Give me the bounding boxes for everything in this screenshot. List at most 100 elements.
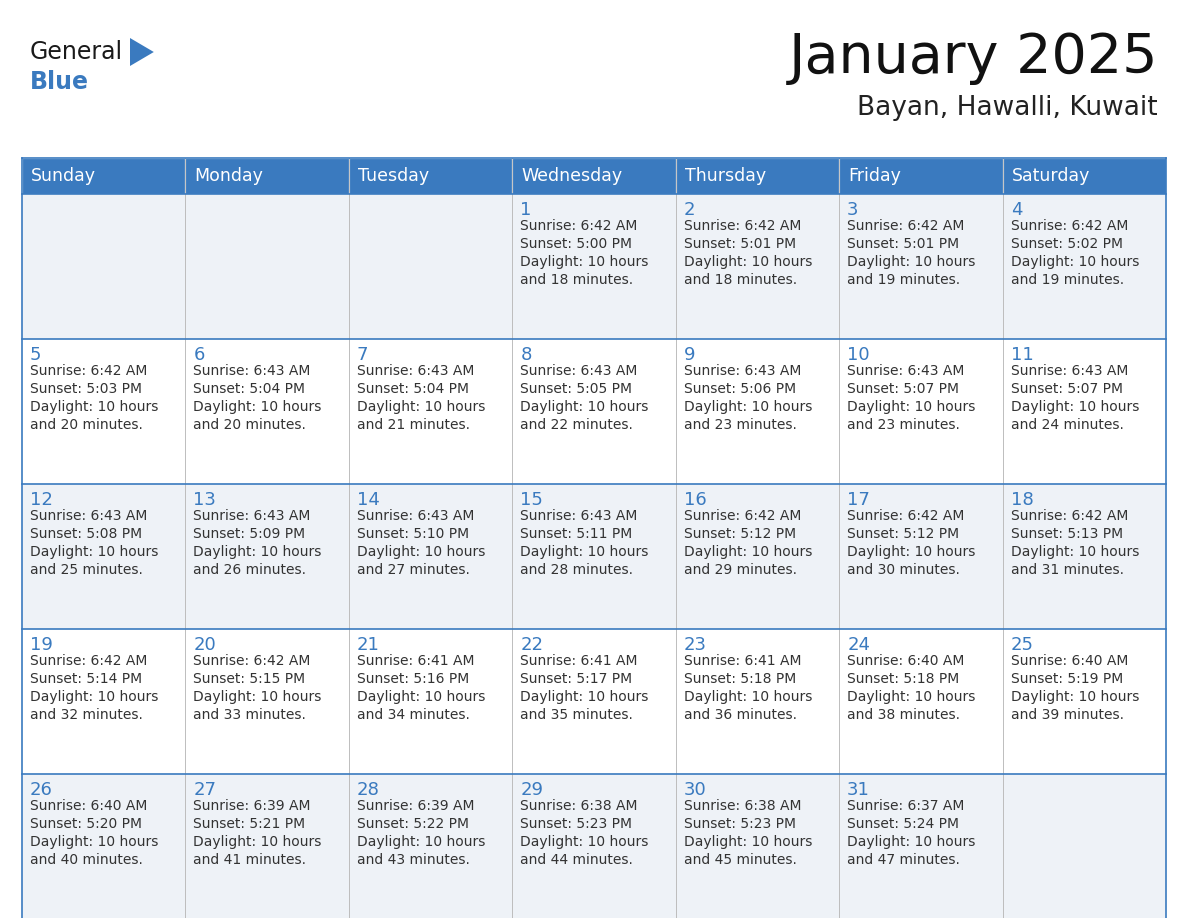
Text: and 40 minutes.: and 40 minutes. [30, 853, 143, 867]
Text: and 20 minutes.: and 20 minutes. [194, 418, 307, 432]
Text: and 45 minutes.: and 45 minutes. [684, 853, 797, 867]
Text: Sunrise: 6:42 AM: Sunrise: 6:42 AM [1011, 509, 1127, 523]
Text: 19: 19 [30, 636, 53, 654]
Text: Sunrise: 6:43 AM: Sunrise: 6:43 AM [1011, 364, 1127, 378]
Text: 28: 28 [356, 781, 380, 799]
Text: Sunrise: 6:42 AM: Sunrise: 6:42 AM [30, 364, 147, 378]
Text: Sunset: 5:20 PM: Sunset: 5:20 PM [30, 817, 143, 831]
Text: Sunday: Sunday [31, 167, 96, 185]
Text: and 19 minutes.: and 19 minutes. [1011, 273, 1124, 287]
Text: 29: 29 [520, 781, 543, 799]
Bar [185, 158, 349, 194]
Text: 5: 5 [30, 346, 42, 364]
Text: Daylight: 10 hours: Daylight: 10 hours [356, 545, 485, 559]
Bar [676, 158, 839, 194]
Text: and 27 minutes.: and 27 minutes. [356, 563, 469, 577]
Text: Sunrise: 6:43 AM: Sunrise: 6:43 AM [194, 509, 311, 523]
Text: General: General [30, 40, 124, 64]
Text: 3: 3 [847, 201, 859, 219]
Text: and 32 minutes.: and 32 minutes. [30, 708, 143, 722]
Text: Sunset: 5:04 PM: Sunset: 5:04 PM [194, 382, 305, 396]
Text: Sunset: 5:07 PM: Sunset: 5:07 PM [1011, 382, 1123, 396]
Text: Tuesday: Tuesday [358, 167, 429, 185]
Text: Sunrise: 6:39 AM: Sunrise: 6:39 AM [194, 799, 311, 813]
Text: and 19 minutes.: and 19 minutes. [847, 273, 960, 287]
Text: and 36 minutes.: and 36 minutes. [684, 708, 797, 722]
Text: Sunset: 5:05 PM: Sunset: 5:05 PM [520, 382, 632, 396]
Text: Sunset: 5:18 PM: Sunset: 5:18 PM [684, 672, 796, 686]
Text: Daylight: 10 hours: Daylight: 10 hours [30, 835, 158, 849]
Text: Daylight: 10 hours: Daylight: 10 hours [684, 255, 813, 269]
Text: Daylight: 10 hours: Daylight: 10 hours [847, 545, 975, 559]
Text: Daylight: 10 hours: Daylight: 10 hours [30, 400, 158, 414]
Text: Daylight: 10 hours: Daylight: 10 hours [520, 690, 649, 704]
Text: Sunset: 5:02 PM: Sunset: 5:02 PM [1011, 237, 1123, 251]
Text: and 33 minutes.: and 33 minutes. [194, 708, 307, 722]
Text: Sunrise: 6:42 AM: Sunrise: 6:42 AM [30, 654, 147, 668]
Text: Sunrise: 6:41 AM: Sunrise: 6:41 AM [356, 654, 474, 668]
Text: Sunrise: 6:42 AM: Sunrise: 6:42 AM [520, 219, 638, 233]
Text: Monday: Monday [195, 167, 264, 185]
Text: and 31 minutes.: and 31 minutes. [1011, 563, 1124, 577]
Text: Daylight: 10 hours: Daylight: 10 hours [1011, 400, 1139, 414]
Text: and 41 minutes.: and 41 minutes. [194, 853, 307, 867]
Text: Sunrise: 6:43 AM: Sunrise: 6:43 AM [30, 509, 147, 523]
Text: 20: 20 [194, 636, 216, 654]
Text: Sunrise: 6:43 AM: Sunrise: 6:43 AM [356, 509, 474, 523]
Text: and 18 minutes.: and 18 minutes. [684, 273, 797, 287]
Text: Daylight: 10 hours: Daylight: 10 hours [194, 835, 322, 849]
Text: 18: 18 [1011, 491, 1034, 509]
Text: and 21 minutes.: and 21 minutes. [356, 418, 470, 432]
Text: Daylight: 10 hours: Daylight: 10 hours [30, 545, 158, 559]
Text: Daylight: 10 hours: Daylight: 10 hours [356, 400, 485, 414]
Text: 10: 10 [847, 346, 870, 364]
Text: Daylight: 10 hours: Daylight: 10 hours [684, 835, 813, 849]
Text: Daylight: 10 hours: Daylight: 10 hours [520, 545, 649, 559]
Bar [23, 339, 1165, 484]
Text: Sunset: 5:18 PM: Sunset: 5:18 PM [847, 672, 960, 686]
Text: Daylight: 10 hours: Daylight: 10 hours [847, 690, 975, 704]
Text: Sunset: 5:04 PM: Sunset: 5:04 PM [356, 382, 469, 396]
Text: Sunrise: 6:40 AM: Sunrise: 6:40 AM [1011, 654, 1127, 668]
Text: and 25 minutes.: and 25 minutes. [30, 563, 143, 577]
Text: Sunrise: 6:42 AM: Sunrise: 6:42 AM [847, 219, 965, 233]
Text: Daylight: 10 hours: Daylight: 10 hours [847, 835, 975, 849]
Text: 17: 17 [847, 491, 870, 509]
Text: 26: 26 [30, 781, 53, 799]
Text: Daylight: 10 hours: Daylight: 10 hours [1011, 690, 1139, 704]
Text: Sunset: 5:23 PM: Sunset: 5:23 PM [684, 817, 796, 831]
Text: and 23 minutes.: and 23 minutes. [684, 418, 797, 432]
Text: and 38 minutes.: and 38 minutes. [847, 708, 960, 722]
Text: 24: 24 [847, 636, 870, 654]
Text: Sunrise: 6:40 AM: Sunrise: 6:40 AM [30, 799, 147, 813]
Text: and 22 minutes.: and 22 minutes. [520, 418, 633, 432]
Text: Daylight: 10 hours: Daylight: 10 hours [684, 690, 813, 704]
Text: 23: 23 [684, 636, 707, 654]
Text: Sunset: 5:08 PM: Sunset: 5:08 PM [30, 527, 143, 541]
Text: and 34 minutes.: and 34 minutes. [356, 708, 469, 722]
Text: Sunset: 5:13 PM: Sunset: 5:13 PM [1011, 527, 1123, 541]
Text: Sunrise: 6:42 AM: Sunrise: 6:42 AM [194, 654, 311, 668]
Bar [1003, 158, 1165, 194]
Text: January 2025: January 2025 [789, 31, 1158, 85]
Text: Sunset: 5:22 PM: Sunset: 5:22 PM [356, 817, 469, 831]
Text: Sunrise: 6:39 AM: Sunrise: 6:39 AM [356, 799, 474, 813]
Bar [23, 158, 185, 194]
Text: Blue: Blue [30, 70, 89, 94]
Bar [23, 629, 1165, 774]
Text: Daylight: 10 hours: Daylight: 10 hours [1011, 255, 1139, 269]
Text: and 26 minutes.: and 26 minutes. [194, 563, 307, 577]
Text: 12: 12 [30, 491, 53, 509]
Text: 8: 8 [520, 346, 532, 364]
Text: Sunrise: 6:40 AM: Sunrise: 6:40 AM [847, 654, 965, 668]
Text: and 43 minutes.: and 43 minutes. [356, 853, 469, 867]
Text: Wednesday: Wednesday [522, 167, 623, 185]
Text: 15: 15 [520, 491, 543, 509]
Text: Sunrise: 6:43 AM: Sunrise: 6:43 AM [520, 509, 638, 523]
Text: and 47 minutes.: and 47 minutes. [847, 853, 960, 867]
Text: Sunset: 5:07 PM: Sunset: 5:07 PM [847, 382, 959, 396]
Text: and 18 minutes.: and 18 minutes. [520, 273, 633, 287]
Text: Daylight: 10 hours: Daylight: 10 hours [356, 690, 485, 704]
Text: Sunrise: 6:43 AM: Sunrise: 6:43 AM [520, 364, 638, 378]
Text: Sunset: 5:12 PM: Sunset: 5:12 PM [847, 527, 959, 541]
